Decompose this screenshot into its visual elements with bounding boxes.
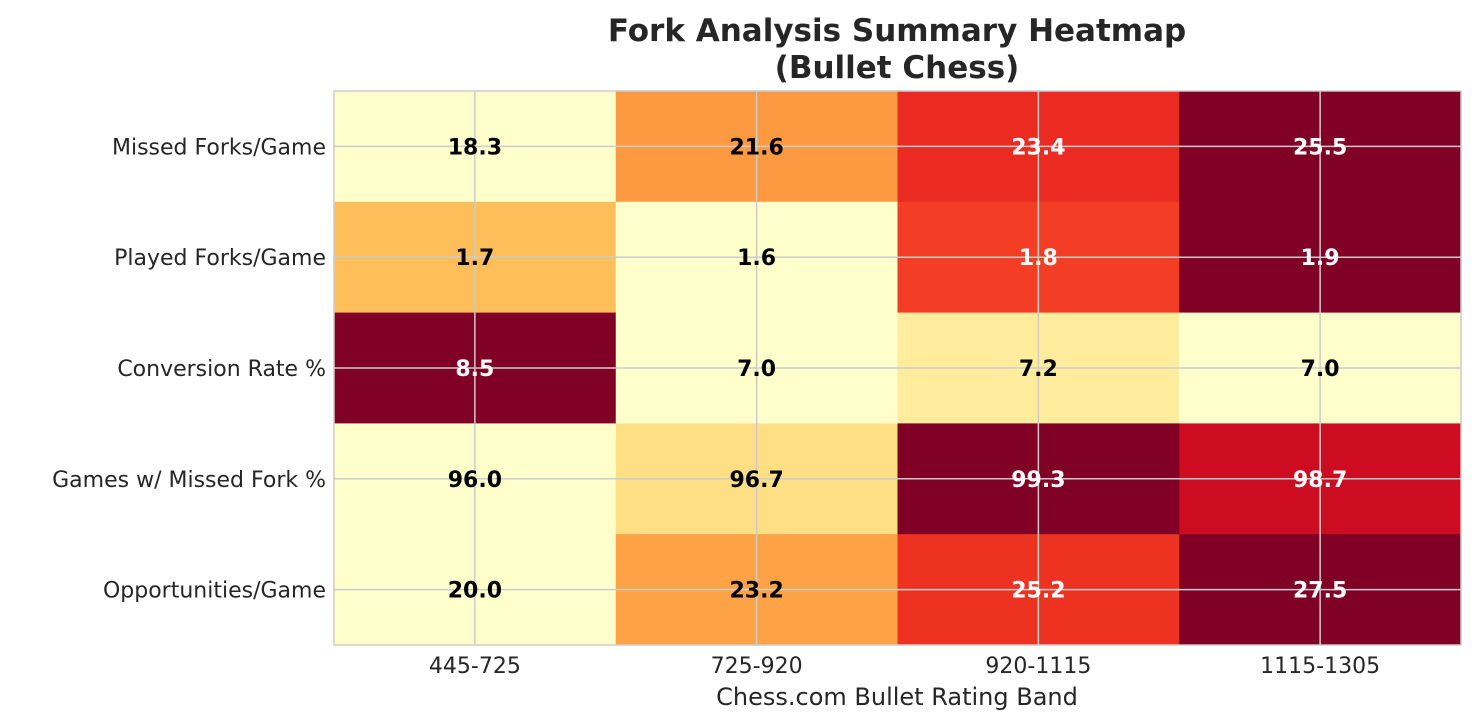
cell-label-r1-c2: 1.8 xyxy=(1019,246,1058,271)
x-tick-label-1: 725-920 xyxy=(711,654,803,679)
cell-label-r2-c1: 7.0 xyxy=(737,357,776,382)
plot-frame xyxy=(333,90,1462,646)
cell-label-r4-c2: 25.2 xyxy=(1011,579,1065,604)
cell-label-r0-c2: 23.4 xyxy=(1011,135,1065,160)
cell-label-r2-c3: 7.0 xyxy=(1301,357,1340,382)
y-tick-label-4: Opportunities/Game xyxy=(103,579,326,604)
cell-label-r0-c1: 21.6 xyxy=(729,135,783,160)
cell-label-r3-c1: 96.7 xyxy=(729,468,783,493)
x-axis-label: Chess.com Bullet Rating Band xyxy=(716,683,1078,711)
cell-label-r4-c3: 27.5 xyxy=(1293,579,1347,604)
x-tick-label-0: 445-725 xyxy=(429,654,521,679)
y-tick-label-3: Games w/ Missed Fork % xyxy=(52,468,326,493)
cell-label-r0-c3: 25.5 xyxy=(1293,135,1347,160)
heatmap-cell-labels: 18.3 21.6 23.4 25.5 1.7 1.6 1.8 1.9 8.5 7.0 7.2 7.0… xyxy=(448,135,1348,603)
x-tick-label-3: 1115-1305 xyxy=(1260,654,1380,679)
cell-label-r2-c0: 8.5 xyxy=(455,357,494,382)
y-tick-label-0: Missed Forks/Game xyxy=(112,135,326,160)
cell-label-r3-c2: 99.3 xyxy=(1011,468,1065,493)
y-tick-label-2: Conversion Rate % xyxy=(117,357,326,382)
gridlines xyxy=(334,91,1461,645)
cell-label-r1-c3: 1.9 xyxy=(1301,246,1340,271)
x-axis-tick-labels: 445-725 725-920 920-1115 1115-1305 xyxy=(429,654,1380,679)
cell-label-r1-c0: 1.7 xyxy=(455,246,494,271)
cell-label-r4-c1: 23.2 xyxy=(729,579,783,604)
cell-label-r3-c3: 98.7 xyxy=(1293,468,1347,493)
chart-title-line-2: (Bullet Chess) xyxy=(775,50,1020,86)
cell-label-r2-c2: 7.2 xyxy=(1019,357,1058,382)
cell-label-r3-c0: 96.0 xyxy=(448,468,502,493)
y-tick-label-1: Played Forks/Game xyxy=(114,246,326,271)
chart-title-line-1: Fork Analysis Summary Heatmap xyxy=(608,13,1186,49)
cell-label-r1-c1: 1.6 xyxy=(737,246,776,271)
y-axis-tick-labels: Missed Forks/Game Played Forks/Game Conver… xyxy=(52,135,326,603)
cell-label-r0-c0: 18.3 xyxy=(448,135,502,160)
x-tick-label-2: 920-1115 xyxy=(985,654,1091,679)
cell-label-r4-c0: 20.0 xyxy=(448,579,502,604)
